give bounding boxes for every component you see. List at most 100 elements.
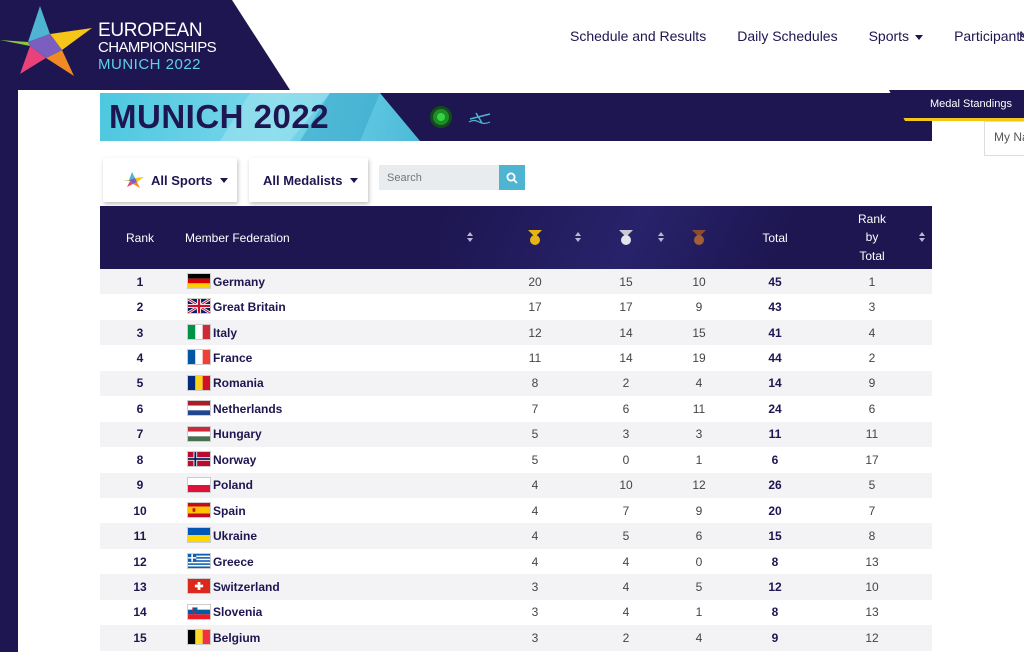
federation-name[interactable]: Italy	[213, 325, 238, 340]
federation-name[interactable]: Netherlands	[213, 401, 283, 416]
bronze-medal-icon	[692, 229, 706, 245]
nav-participants[interactable]: Participants	[954, 28, 1024, 44]
rank-by-total: 4	[868, 325, 876, 340]
bronze-count: 19	[692, 351, 706, 366]
nav-sports[interactable]: Sports	[868, 28, 924, 44]
header-rank[interactable]: Rank	[125, 230, 154, 245]
silver-count: 2	[622, 630, 630, 645]
total-count: 43	[768, 300, 782, 315]
gold-count: 5	[531, 427, 539, 442]
table-row[interactable]: 2 Great Britain 17 17 9 43 3	[100, 294, 932, 320]
table-row[interactable]: 14 Slovenia 3 4 1 8 13	[100, 599, 932, 626]
rank-by-total: 9	[868, 376, 876, 391]
table-row[interactable]: 8 Norway 5 0 1 6 17	[100, 447, 932, 473]
sports-star-icon	[123, 172, 144, 188]
total-count: 41	[768, 325, 782, 340]
table-row[interactable]: 1 Germany 20 15 10 45 1	[100, 269, 932, 295]
search-input[interactable]	[379, 165, 499, 190]
header-rank-by-total[interactable]: Rank by Total	[842, 206, 902, 269]
table-row[interactable]: 11 Ukraine 4 5 6 15 8	[100, 523, 932, 549]
logo-panel[interactable]: EUROPEAN CHAMPIONSHIPS MUNICH 2022	[0, 0, 290, 90]
header-rank-by-total-line: by	[865, 230, 879, 245]
all-sports-dropdown[interactable]: All Sports	[103, 158, 237, 202]
table-row[interactable]: 12 Greece 4 4 0 8 13	[100, 548, 932, 575]
nav-label: Daily Schedules	[737, 28, 838, 44]
gold-count: 4	[531, 554, 539, 569]
sort-icon[interactable]	[658, 232, 665, 243]
top-bar: EUROPEAN CHAMPIONSHIPS MUNICH 2022 Sched…	[0, 0, 1024, 90]
sort-icon[interactable]	[467, 232, 474, 243]
my-tab[interactable]: My Na	[984, 121, 1024, 156]
federation-name[interactable]: Greece	[213, 554, 254, 569]
bronze-count: 1	[695, 605, 703, 620]
table-row[interactable]: 9 Poland 4 10 12 26 5	[100, 472, 932, 498]
federation-name[interactable]: Switzerland	[213, 579, 280, 594]
federation-name[interactable]: France	[213, 351, 253, 366]
flag-es-icon	[187, 501, 211, 518]
gold-count: 12	[528, 325, 542, 340]
rank-cell: 12	[133, 554, 147, 569]
silver-count: 3	[622, 427, 630, 442]
federation-name[interactable]: Great Britain	[213, 300, 286, 315]
flag-it-icon	[187, 323, 211, 340]
nav-daily-schedules[interactable]: Daily Schedules	[737, 28, 837, 44]
rank-by-total: 3	[868, 300, 876, 315]
table-row[interactable]: 15 Belgium 3 2 4 9 12	[100, 625, 932, 651]
federation-name[interactable]: Slovenia	[213, 605, 263, 620]
table-row[interactable]: 6 Netherlands 7 6 11 24 6	[100, 396, 932, 422]
main-nav: Schedule and Results Daily Schedules Spo…	[570, 28, 1024, 44]
logo-line-1: EUROPEAN	[98, 20, 203, 41]
header-total[interactable]: Total	[762, 230, 788, 245]
table-row[interactable]: 3 Italy 12 14 15 41 4	[100, 319, 932, 346]
federation-name[interactable]: Belgium	[213, 630, 261, 645]
header-federation[interactable]: Member Federation	[185, 230, 290, 245]
nav-label: Sports	[868, 28, 910, 44]
sort-icon[interactable]	[575, 232, 582, 243]
nav-label: Schedule and Results	[570, 28, 707, 44]
silver-count: 7	[622, 503, 630, 518]
gold-count: 20	[528, 274, 542, 289]
table-row[interactable]: 7 Hungary 5 3 3 11 11	[100, 421, 932, 448]
federation-name[interactable]: Germany	[213, 274, 266, 289]
rank-cell: 11	[133, 529, 147, 544]
silver-count: 10	[619, 478, 633, 493]
main-content: MUNICH 2022 Medal Standings My Na All Sp…	[18, 90, 1024, 652]
total-count: 11	[768, 427, 782, 442]
federation-name[interactable]: Hungary	[213, 427, 262, 442]
all-sports-label: All Sports	[151, 172, 213, 188]
federation-name[interactable]: Spain	[213, 503, 246, 518]
bronze-count: 12	[692, 478, 706, 493]
bronze-count: 9	[695, 503, 703, 518]
rank-cell: 14	[133, 605, 147, 620]
banner-pattern-icon	[220, 93, 380, 141]
federation-name[interactable]: Romania	[213, 376, 264, 391]
bronze-count: 6	[695, 529, 703, 544]
silver-count: 2	[622, 376, 630, 391]
flag-nl-icon	[187, 400, 211, 417]
nav-item-cut-off[interactable]: N	[1019, 28, 1024, 44]
federation-name[interactable]: Poland	[213, 478, 254, 493]
federation-name[interactable]: Ukraine	[213, 529, 258, 544]
rank-by-total: 8	[868, 529, 876, 544]
medal-standings-tab[interactable]: Medal Standings	[889, 90, 1024, 121]
federation-name[interactable]: Norway	[213, 452, 257, 467]
header-bronze[interactable]	[689, 206, 709, 269]
silver-count: 14	[619, 325, 633, 340]
header-gold[interactable]	[525, 206, 545, 269]
sort-icon[interactable]	[919, 232, 926, 243]
flag-ch-icon	[187, 578, 211, 595]
table-row[interactable]: 5 Romania 8 2 4 14 9	[100, 370, 932, 397]
gold-count: 5	[531, 452, 539, 467]
table-row[interactable]: 4 France 11 14 19 44 2	[100, 345, 932, 371]
nav-label: Participants	[954, 28, 1024, 44]
all-medalists-dropdown[interactable]: All Medalists	[249, 158, 368, 202]
flag-pl-icon	[187, 476, 211, 493]
header-artwork	[440, 206, 930, 269]
rank-cell: 4	[136, 351, 144, 366]
header-silver[interactable]	[616, 206, 636, 269]
table-row[interactable]: 13 Switzerland 3 4 5 12 10	[100, 574, 932, 600]
table-row[interactable]: 10 Spain 4 7 9 20 7	[100, 497, 932, 524]
nav-schedule-results[interactable]: Schedule and Results	[570, 28, 706, 44]
search-button[interactable]	[499, 165, 525, 190]
total-count: 8	[771, 605, 779, 620]
